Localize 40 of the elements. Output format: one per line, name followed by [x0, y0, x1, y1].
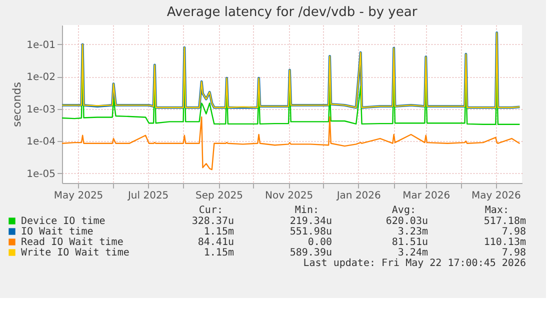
- text: 219.34u: [290, 216, 332, 227]
- text: 110.13m: [484, 237, 526, 248]
- legend-label: Device IO time: [21, 216, 106, 227]
- x-tick-label: May 2026: [472, 190, 521, 202]
- text: 1.15m: [204, 226, 234, 238]
- text: 84.41u: [198, 237, 234, 248]
- text: 7.98: [502, 248, 526, 258]
- y-tick-label: 1e-01: [26, 40, 56, 51]
- chart-title: Average latency for /dev/vdb - by year: [166, 5, 418, 20]
- x-tick-label: May 2025: [54, 190, 104, 202]
- y-tick-label: 1e-05: [26, 168, 56, 180]
- x-tick-label: Sep 2025: [196, 190, 244, 202]
- text: 1.15m: [204, 248, 234, 258]
- text: Cur:: [198, 205, 223, 216]
- text: 589.39u: [290, 248, 332, 258]
- text: 3.23m: [398, 226, 428, 238]
- text: Max:: [484, 205, 509, 216]
- text: 7.98: [502, 226, 526, 238]
- text: 551.98u: [290, 226, 332, 238]
- y-axis-title: seconds: [10, 82, 24, 127]
- text: 620.03u: [386, 216, 428, 227]
- x-tick-label: Nov 2025: [264, 190, 314, 202]
- x-tick-label: Jul 2025: [126, 190, 169, 202]
- text: 517.18m: [484, 216, 526, 227]
- x-tick-label: Mar 2026: [402, 190, 450, 202]
- text: Avg:: [392, 205, 416, 216]
- text: 81.51u: [392, 237, 428, 248]
- y-tick-label: 1e-04: [26, 136, 56, 148]
- y-tick-label: 1e-03: [26, 104, 56, 116]
- y-tick-label: 1e-02: [26, 72, 56, 84]
- text: Last update: Fri May 22 17:00:45 2026: [303, 258, 526, 269]
- text: Min:: [294, 205, 319, 216]
- legend-label: Write IO Wait time: [21, 248, 130, 258]
- legend-label: IO Wait time: [21, 226, 94, 238]
- text: 3.24m: [398, 248, 428, 258]
- x-tick-label: Jan 2026: [336, 190, 381, 202]
- text: 328.37u: [192, 216, 234, 227]
- line-series: [62, 116, 520, 170]
- legend-label: Read IO Wait time: [21, 237, 124, 248]
- text: 0.00: [308, 237, 332, 248]
